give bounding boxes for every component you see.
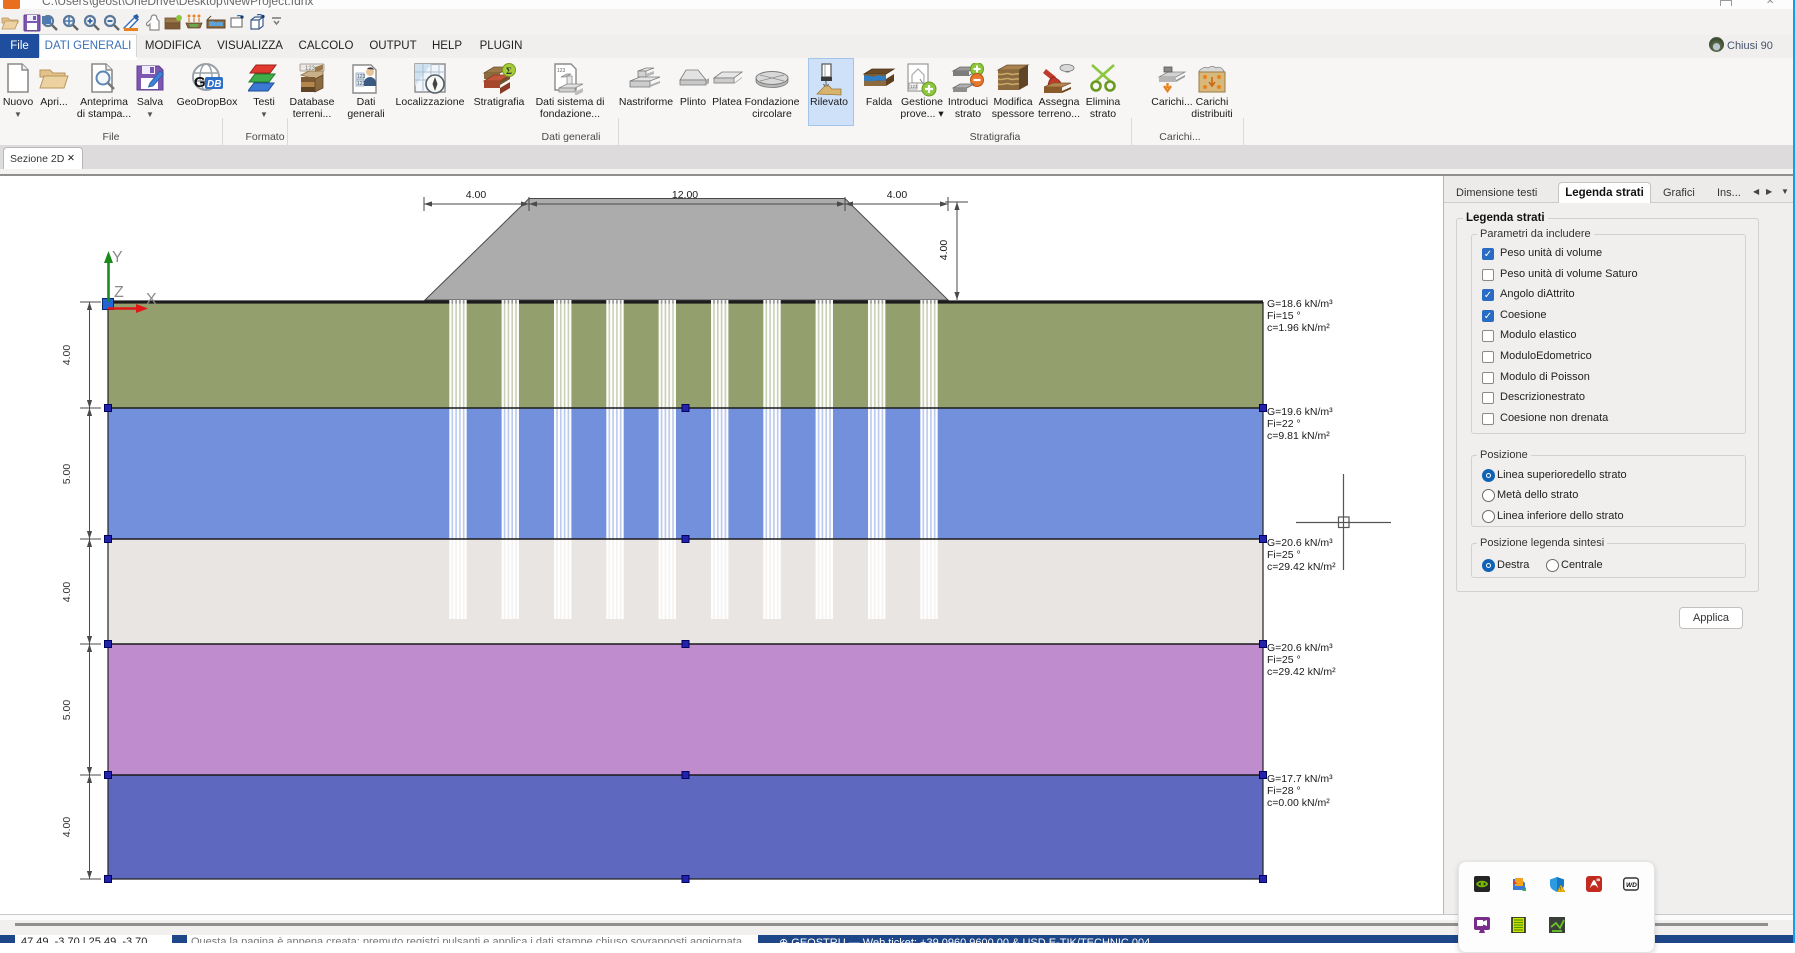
svg-text:12.00: 12.00 [672, 189, 698, 201]
svg-text:4.00: 4.00 [938, 240, 950, 261]
svg-text:4.00: 4.00 [61, 817, 73, 838]
svg-text:123: 123 [910, 84, 918, 89]
svg-text:4.00: 4.00 [466, 189, 487, 201]
svg-text:123: 123 [557, 68, 566, 74]
svg-text:4.00: 4.00 [61, 582, 73, 603]
svg-text:5.00: 5.00 [61, 700, 73, 721]
svg-text:123: 123 [357, 74, 366, 80]
svg-text:4.00: 4.00 [887, 189, 908, 201]
svg-text:123: 123 [357, 81, 366, 87]
svg-text:!: ! [1560, 887, 1561, 892]
svg-text:Y: Y [112, 249, 123, 266]
svg-text:WD: WD [1626, 882, 1637, 889]
svg-text:X: X [146, 291, 157, 308]
svg-text:5.00: 5.00 [61, 464, 73, 485]
svg-text:G: G [194, 74, 206, 91]
svg-text:Σ: Σ [506, 66, 512, 76]
svg-text:DB: DB [207, 79, 221, 90]
svg-text:123: 123 [305, 66, 316, 72]
svg-text:Z: Z [114, 284, 124, 301]
svg-text:4.00: 4.00 [61, 345, 73, 366]
